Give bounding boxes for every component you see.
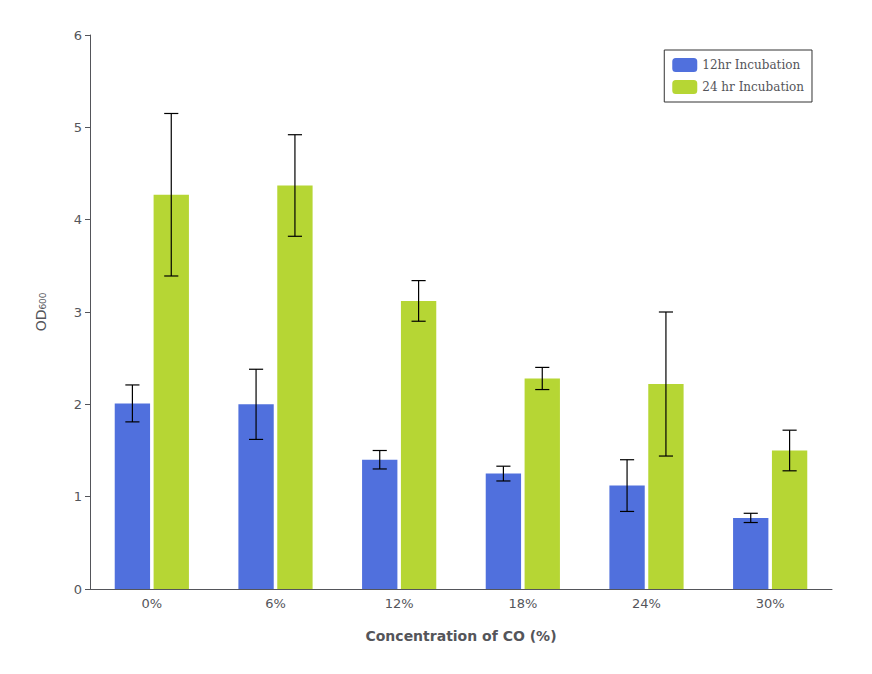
svg-text:30%: 30% [756, 596, 785, 611]
svg-text:12hr Incubation: 12hr Incubation [702, 58, 800, 72]
svg-text:Concentration of CO (%): Concentration of CO (%) [365, 628, 556, 644]
svg-text:18%: 18% [508, 596, 537, 611]
svg-text:0%: 0% [142, 596, 163, 611]
svg-text:6: 6 [74, 28, 82, 43]
svg-text:1: 1 [74, 489, 82, 504]
svg-text:24 hr Incubation: 24 hr Incubation [702, 80, 804, 94]
svg-text:0: 0 [74, 582, 82, 597]
svg-text:OD₆₀₀: OD₆₀₀ [33, 292, 49, 331]
svg-text:4: 4 [74, 212, 82, 227]
svg-text:3: 3 [74, 305, 82, 320]
svg-text:12%: 12% [385, 596, 414, 611]
svg-text:6%: 6% [265, 596, 286, 611]
svg-text:24%: 24% [632, 596, 661, 611]
svg-text:2: 2 [74, 397, 82, 412]
svg-text:5: 5 [74, 120, 82, 135]
